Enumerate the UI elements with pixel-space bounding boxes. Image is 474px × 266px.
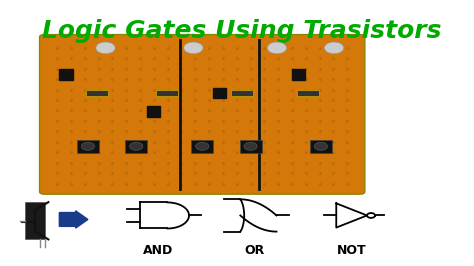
FancyBboxPatch shape: [39, 35, 365, 194]
Bar: [26, 202, 45, 239]
Bar: [156, 90, 178, 96]
Circle shape: [244, 142, 257, 150]
Bar: [297, 90, 319, 96]
Bar: [310, 140, 332, 153]
Text: OR: OR: [245, 244, 265, 256]
FancyArrow shape: [59, 211, 88, 228]
Circle shape: [324, 42, 344, 54]
Circle shape: [96, 42, 115, 54]
Bar: [191, 140, 213, 153]
Circle shape: [82, 142, 94, 150]
Circle shape: [130, 142, 143, 150]
Bar: [125, 140, 147, 153]
Circle shape: [267, 42, 287, 54]
Bar: [231, 90, 253, 96]
Bar: [213, 88, 227, 98]
Bar: [77, 140, 99, 153]
Text: NOT: NOT: [337, 244, 366, 256]
Text: Mistakes Makes Me Perfect: Mistakes Makes Me Perfect: [6, 75, 15, 191]
Bar: [86, 90, 108, 96]
Circle shape: [184, 42, 203, 54]
Circle shape: [314, 142, 328, 150]
Text: AND: AND: [143, 244, 173, 256]
Bar: [239, 140, 262, 153]
Bar: [292, 69, 305, 80]
Text: Logic Gates Using Trasistors: Logic Gates Using Trasistors: [42, 19, 441, 43]
Bar: [147, 106, 160, 117]
Bar: [59, 69, 73, 80]
Circle shape: [196, 142, 209, 150]
